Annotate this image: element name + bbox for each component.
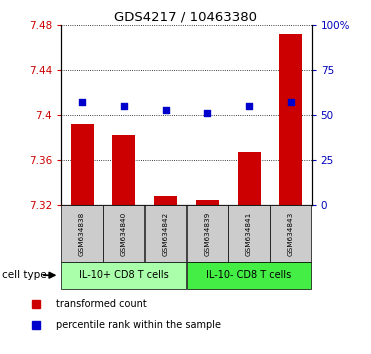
Point [204, 110, 210, 116]
Text: IL-10- CD8 T cells: IL-10- CD8 T cells [206, 270, 292, 280]
Bar [145, 205, 186, 262]
Bar [229, 205, 270, 262]
Bar [270, 205, 311, 262]
Bar [279, 34, 302, 205]
Point [246, 103, 252, 109]
Text: GSM634842: GSM634842 [162, 211, 168, 256]
Bar [187, 205, 228, 262]
Text: GSM634841: GSM634841 [246, 211, 252, 256]
Point [121, 103, 127, 109]
Text: GSM634839: GSM634839 [204, 211, 210, 256]
Bar [62, 205, 103, 262]
Text: GDS4217 / 10463380: GDS4217 / 10463380 [114, 11, 257, 24]
Text: IL-10+ CD8 T cells: IL-10+ CD8 T cells [79, 270, 169, 280]
Bar [237, 152, 260, 205]
Text: percentile rank within the sample: percentile rank within the sample [56, 320, 221, 330]
Text: GSM634840: GSM634840 [121, 211, 127, 256]
Bar [103, 205, 144, 262]
Bar [154, 196, 177, 205]
Bar [70, 124, 93, 205]
Bar [62, 262, 186, 289]
Point [79, 99, 85, 105]
Text: cell type: cell type [2, 270, 46, 280]
Point [162, 107, 168, 113]
Bar [196, 200, 219, 205]
Text: GSM634843: GSM634843 [288, 211, 294, 256]
Point [288, 99, 294, 105]
Text: GSM634838: GSM634838 [79, 211, 85, 256]
Text: transformed count: transformed count [56, 299, 147, 309]
Bar [112, 135, 135, 205]
Bar [187, 262, 311, 289]
